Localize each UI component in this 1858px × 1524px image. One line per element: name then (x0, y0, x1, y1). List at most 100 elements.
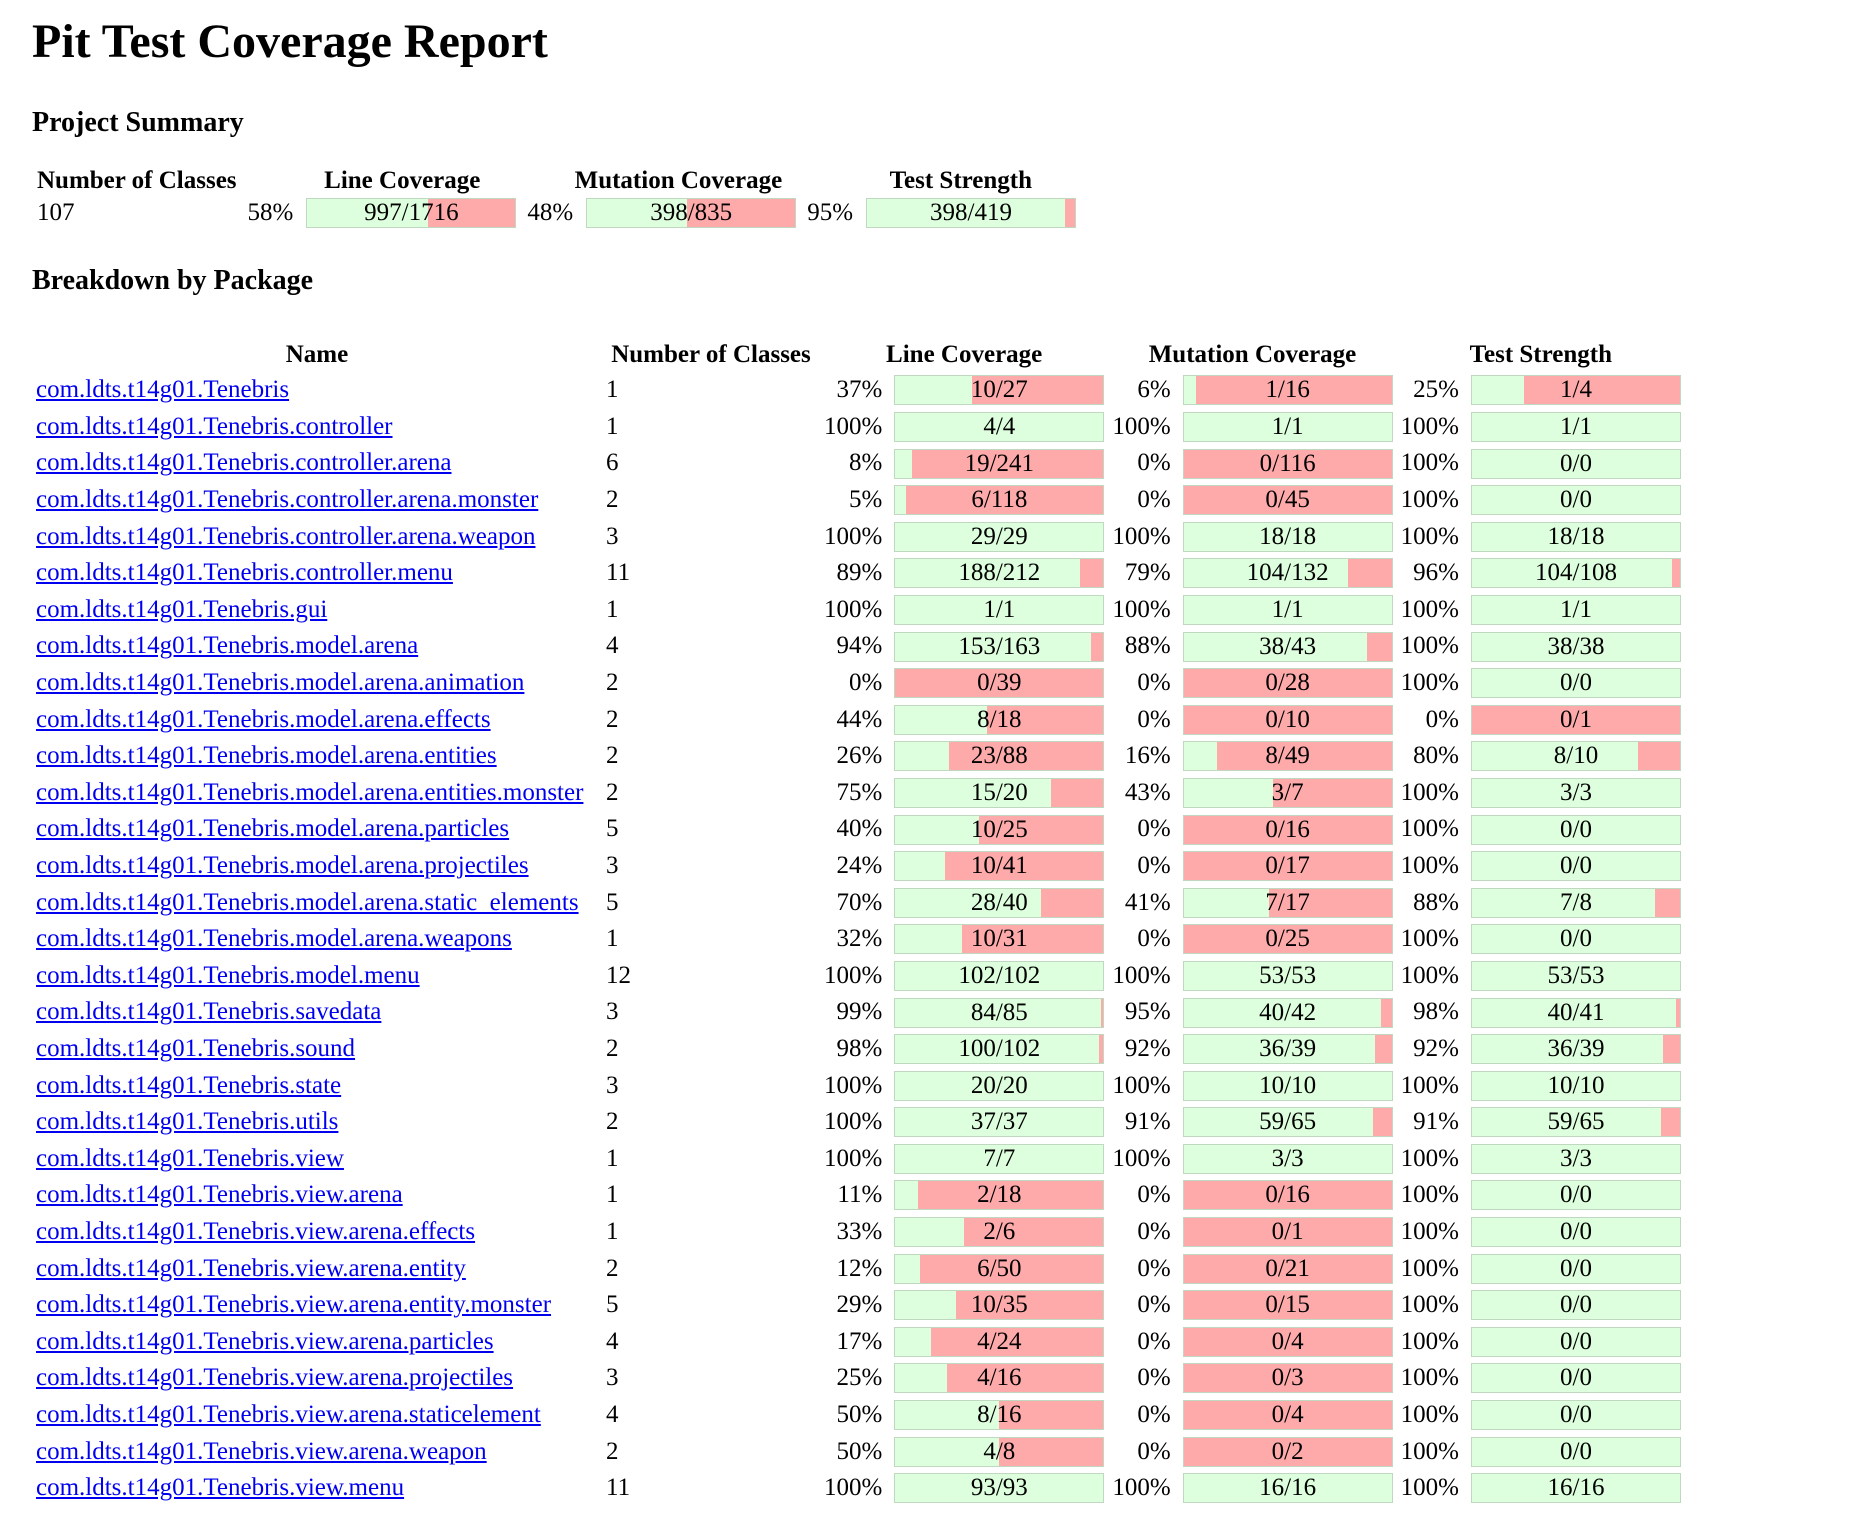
mutation-coverage-text: 16/16 (1259, 1474, 1317, 1502)
test-strength-pct: 100% (1400, 1217, 1459, 1245)
summary-line-pct: 58% (247, 199, 294, 226)
line-coverage-bar: 29/29 (894, 521, 1105, 552)
line-coverage-pct: 11% (837, 1181, 883, 1209)
package-link[interactable]: com.ldts.t14g01.Tenebris.view.arena.weap… (36, 1437, 487, 1465)
summary-strength-missed (1064, 199, 1076, 228)
package-link[interactable]: com.ldts.t14g01.Tenebris.controller.aren… (36, 522, 536, 550)
package-link[interactable]: com.ldts.t14g01.Tenebris.model.arena.par… (36, 815, 510, 843)
mutation-coverage-pct: 0% (1137, 1400, 1171, 1428)
package-name-cell: com.ldts.t14g01.Tenebris.view.arena.weap… (32, 1433, 602, 1470)
line-coverage-bar: 20/20 (894, 1070, 1105, 1101)
package-link[interactable]: com.ldts.t14g01.Tenebris.gui (36, 595, 328, 623)
mutation-coverage-text: 0/4 (1271, 1327, 1304, 1355)
package-classes: 1 (606, 925, 619, 953)
package-link[interactable]: com.ldts.t14g01.Tenebris.controller.aren… (36, 486, 539, 514)
mutation-coverage-pct: 0% (1137, 669, 1171, 697)
line-coverage-pct: 89% (836, 559, 883, 587)
test-strength-pct: 100% (1400, 1400, 1459, 1428)
mutation-coverage-bar: 38/43 (1182, 631, 1393, 662)
package-link[interactable]: com.ldts.t14g01.Tenebris.view.arena.part… (36, 1327, 494, 1355)
line-coverage-cell: 23/88 (890, 738, 1108, 775)
line-coverage-pct: 100% (824, 1144, 883, 1172)
summary-strength-text: 398/419 (930, 199, 1012, 227)
package-link[interactable]: com.ldts.t14g01.Tenebris.model.arena.sta… (36, 888, 579, 916)
package-link[interactable]: com.ldts.t14g01.Tenebris.model.arena (36, 632, 419, 660)
mutation-coverage-bar: 1/1 (1182, 412, 1393, 443)
package-link[interactable]: com.ldts.t14g01.Tenebris.model.arena.ent… (36, 742, 497, 770)
package-name-cell: com.ldts.t14g01.Tenebris.model.menu (32, 958, 602, 995)
mutation-coverage-bar: 104/132 (1182, 558, 1393, 589)
line-coverage-cell: 188/212 (890, 555, 1108, 592)
line-coverage-missed (1090, 632, 1104, 661)
package-link[interactable]: com.ldts.t14g01.Tenebris.view.menu (36, 1474, 405, 1502)
test-strength-bar: 1/4 (1470, 375, 1681, 406)
package-link[interactable]: com.ldts.t14g01.Tenebris.controller.aren… (36, 449, 452, 477)
mutation-coverage-missed (1183, 815, 1392, 844)
package-link[interactable]: com.ldts.t14g01.Tenebris.view.arena.effe… (36, 1217, 476, 1245)
mutation-coverage-bar: 18/18 (1182, 521, 1393, 552)
package-name-cell: com.ldts.t14g01.Tenebris.model.arena.par… (32, 811, 602, 848)
package-row: com.ldts.t14g01.Tenebris.view.arena.enti… (32, 1287, 1685, 1324)
line-coverage-pct: 37% (836, 376, 883, 404)
package-name-cell: com.ldts.t14g01.Tenebris.model.arena.sta… (32, 884, 602, 921)
package-link[interactable]: com.ldts.t14g01.Tenebris.controller (36, 412, 393, 440)
mutation-coverage-missed (1183, 669, 1392, 698)
package-classes: 3 (606, 852, 619, 880)
package-link[interactable]: com.ldts.t14g01.Tenebris.model.arena.wea… (36, 925, 512, 953)
mutation-coverage-cell: 40/42 (1179, 994, 1397, 1031)
package-link[interactable]: com.ldts.t14g01.Tenebris.controller.menu (36, 559, 453, 587)
package-link[interactable]: com.ldts.t14g01.Tenebris.model.arena.eff… (36, 705, 491, 733)
package-link[interactable]: com.ldts.t14g01.Tenebris.view.arena.enti… (36, 1291, 552, 1319)
line-coverage-text: 15/20 (970, 778, 1028, 806)
package-link[interactable]: com.ldts.t14g01.Tenebris.view.arena.proj… (36, 1364, 514, 1392)
package-link[interactable]: com.ldts.t14g01.Tenebris.view.arena.enti… (36, 1254, 466, 1282)
package-link[interactable]: com.ldts.t14g01.Tenebris (36, 376, 290, 404)
mutation-coverage-missed (1183, 705, 1392, 734)
line-coverage-cell: 2/18 (890, 1177, 1108, 1214)
package-name-cell: com.ldts.t14g01.Tenebris.view.arena.enti… (32, 1287, 602, 1324)
mutation-coverage-pct: 100% (1112, 1144, 1171, 1172)
test-strength-bar: 40/41 (1470, 997, 1681, 1028)
package-link[interactable]: com.ldts.t14g01.Tenebris.view.arena.stat… (36, 1400, 541, 1428)
package-row: com.ldts.t14g01.Tenebris.model.arena.wea… (32, 921, 1685, 958)
package-link[interactable]: com.ldts.t14g01.Tenebris.savedata (36, 998, 382, 1026)
package-classes: 1 (606, 1144, 619, 1172)
package-row: com.ldts.t14g01.Tenebris.savedata 3 99% 84/… (32, 994, 1685, 1031)
mutation-coverage-pct: 100% (1112, 595, 1171, 623)
package-name-cell: com.ldts.t14g01.Tenebris.view (32, 1140, 602, 1177)
mutation-coverage-pct: 0% (1137, 1217, 1171, 1245)
package-row: com.ldts.t14g01.Tenebris.model.arena.ani… (32, 665, 1685, 702)
package-rows: com.ldts.t14g01.Tenebris 1 37% 10/27 6% 1/16 2… (32, 372, 1685, 1506)
package-link[interactable]: com.ldts.t14g01.Tenebris.model.menu (36, 961, 420, 989)
line-coverage-text: 4/4 (983, 413, 1016, 441)
package-link[interactable]: com.ldts.t14g01.Tenebris.sound (36, 1034, 356, 1062)
test-strength-text: 18/18 (1547, 522, 1605, 550)
package-name-cell: com.ldts.t14g01.Tenebris.view.arena.stat… (32, 1397, 602, 1434)
package-classes: 1 (606, 1217, 619, 1245)
package-link[interactable]: com.ldts.t14g01.Tenebris.state (36, 1071, 342, 1099)
mutation-coverage-bar: 59/65 (1182, 1107, 1393, 1138)
line-coverage-text: 10/27 (970, 376, 1028, 404)
package-link[interactable]: com.ldts.t14g01.Tenebris.model.arena.ani… (36, 669, 525, 697)
package-classes: 11 (606, 1474, 631, 1502)
package-link[interactable]: com.ldts.t14g01.Tenebris.model.arena.ent… (36, 778, 584, 806)
mutation-coverage-pct: 0% (1137, 1181, 1171, 1209)
line-coverage-cell: 20/20 (890, 1067, 1108, 1104)
line-coverage-pct: 100% (824, 1071, 883, 1099)
package-link[interactable]: com.ldts.t14g01.Tenebris.utils (36, 1108, 339, 1136)
test-strength-cell: 0/0 (1467, 811, 1685, 848)
test-strength-cell: 3/3 (1467, 775, 1685, 812)
line-coverage-pct: 50% (836, 1400, 883, 1428)
test-strength-bar: 0/1 (1470, 704, 1681, 735)
line-coverage-text: 102/102 (958, 961, 1041, 989)
test-strength-cell: 0/1 (1467, 701, 1685, 738)
package-link[interactable]: com.ldts.t14g01.Tenebris.view.arena (36, 1181, 403, 1209)
test-strength-pct: 100% (1400, 1437, 1459, 1465)
package-name-cell: com.ldts.t14g01.Tenebris.view.menu (32, 1470, 602, 1507)
summary-header-mutation: Mutation Coverage (574, 167, 783, 194)
test-strength-missed (1663, 1035, 1680, 1064)
package-link[interactable]: com.ldts.t14g01.Tenebris.model.arena.pro… (36, 852, 529, 880)
package-name-cell: com.ldts.t14g01.Tenebris.model.arena (32, 628, 602, 665)
mutation-coverage-text: 0/10 (1265, 705, 1310, 733)
package-link[interactable]: com.ldts.t14g01.Tenebris.view (36, 1144, 344, 1172)
